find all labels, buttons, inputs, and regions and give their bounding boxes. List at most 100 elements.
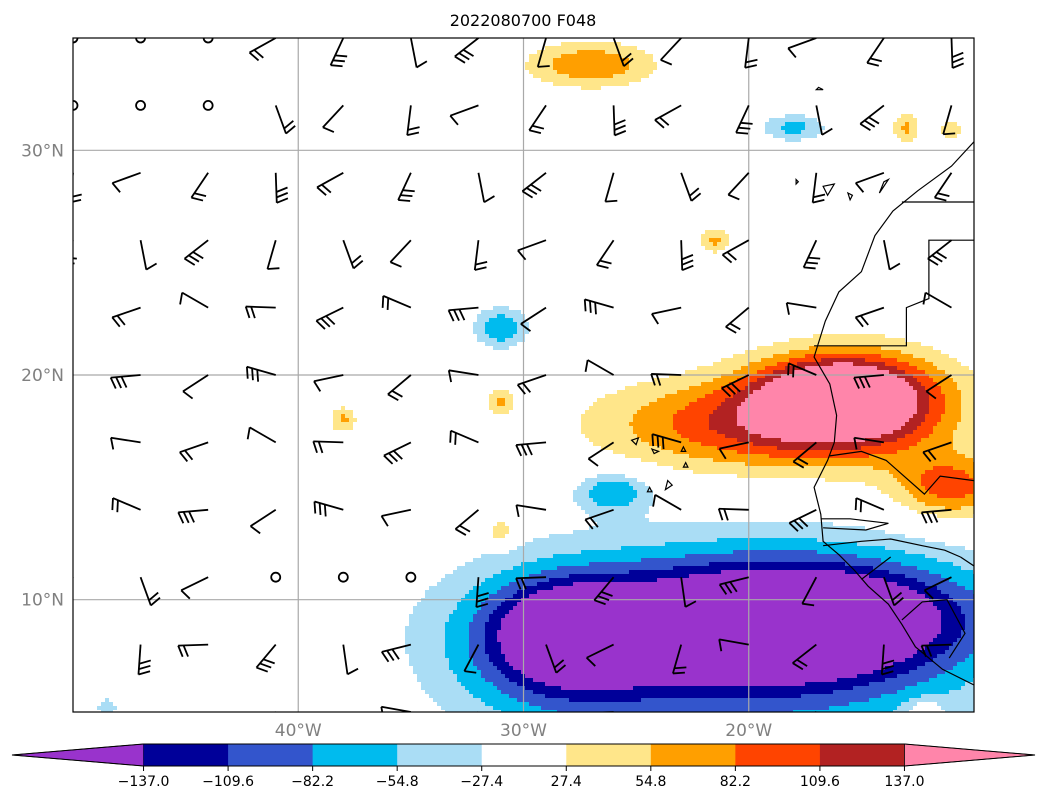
country-border [901, 599, 966, 659]
wind-barb [250, 509, 277, 535]
latitude-tick-label: 20°N [21, 366, 64, 386]
wind-barb [788, 508, 817, 532]
wind-barb [73, 172, 82, 203]
wind-barb [110, 436, 141, 450]
wind-barb [927, 239, 953, 266]
island [846, 191, 854, 202]
wind-barb [447, 306, 479, 322]
wind-barb [586, 643, 614, 667]
wind-barb [73, 509, 74, 511]
wind-barb [182, 374, 209, 400]
wind-barb [933, 172, 953, 202]
wind-barb [680, 172, 702, 202]
wind-barb [342, 239, 364, 270]
wind-barb [866, 38, 885, 67]
contour-field [97, 42, 974, 712]
wind-barb [882, 711, 884, 712]
wind-barb [652, 494, 682, 511]
graticule [73, 38, 974, 712]
colorbar-under-extension [11, 743, 144, 767]
wind-barb [274, 172, 289, 204]
colorbar-tick-label: −54.8 [376, 774, 419, 790]
wind-barb [651, 306, 682, 325]
latitude-tick-label: 10°N [21, 591, 64, 611]
wind-barb [342, 644, 359, 676]
calm-wind-circle [405, 571, 417, 583]
wind-barb [650, 373, 682, 386]
wind-barb [855, 171, 885, 193]
wind-barb [923, 576, 952, 600]
wind-barb [583, 298, 614, 315]
wind-barb [787, 38, 817, 59]
wind-barb [854, 306, 885, 328]
wind-barb [883, 240, 901, 271]
wind-barb [811, 172, 826, 204]
wind-barb [312, 440, 344, 454]
wind-barb [515, 504, 547, 518]
wind-barb [73, 306, 74, 308]
wind-barb [246, 426, 277, 444]
wind-barb [735, 105, 753, 135]
longitude-tick-label: 20°W [725, 721, 772, 741]
wind-barb [245, 365, 276, 382]
wind-barb [389, 239, 412, 268]
calm-wind-circle [270, 571, 282, 583]
calm-wind-circle [135, 100, 146, 111]
wind-barb [180, 576, 209, 600]
wind-barb [177, 508, 209, 524]
wind-barb [521, 172, 547, 199]
wind-barb [925, 374, 952, 400]
country-border [823, 538, 961, 558]
colorbar-segment [566, 744, 652, 766]
wind-barb [718, 638, 749, 652]
latitude-labels: 30°N 20°N 10°N [21, 141, 64, 610]
longitude-tick-label: 30°W [500, 721, 547, 741]
wind-barb [854, 497, 885, 513]
wind-barb [380, 705, 412, 712]
wind-barb [381, 643, 412, 663]
wind-barb [477, 172, 495, 204]
colorbar-tick-label: 82.2 [720, 774, 751, 790]
longitude-labels: 40°W 30°W 20°W [275, 721, 773, 741]
wind-barb [593, 576, 615, 606]
wind-barb [725, 306, 750, 334]
wind-barb [73, 442, 74, 444]
wind-barb [315, 306, 344, 330]
island [822, 183, 836, 197]
island [682, 461, 689, 468]
wind-barb [654, 104, 682, 129]
wind-barb [660, 38, 682, 66]
wind-barb [612, 38, 634, 67]
colorbar: −137.0 −109.6 −82.2 −54.8 −27.4 27.4 54.8 82.2 1… [11, 743, 1036, 790]
colorbar-tick-label: 54.8 [635, 774, 666, 790]
wind-barb [815, 105, 833, 136]
wind-barb [801, 576, 818, 607]
latitude-tick-label: 30°N [21, 141, 64, 161]
colorbar-tick-label: 27.4 [551, 774, 582, 790]
wind-barb [316, 172, 344, 196]
wind-barb [802, 239, 821, 270]
wind-barb [584, 508, 614, 530]
colorbar-segment [228, 744, 314, 766]
wind-barb [313, 500, 344, 517]
wind-barb [244, 305, 276, 319]
wind-barb [406, 105, 420, 137]
wind-barb [248, 38, 277, 62]
wind-barb [454, 509, 480, 536]
wind-barb [880, 644, 895, 676]
wind-barb [596, 239, 615, 269]
wind-barb [942, 105, 956, 136]
island [650, 448, 661, 455]
wind-barb [397, 172, 415, 202]
map-title: 2022080700 F048 [450, 11, 597, 30]
island [630, 436, 640, 446]
calm-wind-circle [202, 100, 214, 111]
wind-barb [612, 105, 627, 137]
longitude-tick-label: 40°W [275, 721, 322, 741]
wind-barb [381, 295, 412, 311]
colorbar-segment [735, 744, 821, 766]
wind-barb [883, 576, 904, 607]
wind-barb [111, 171, 141, 193]
coastlines [630, 86, 974, 686]
